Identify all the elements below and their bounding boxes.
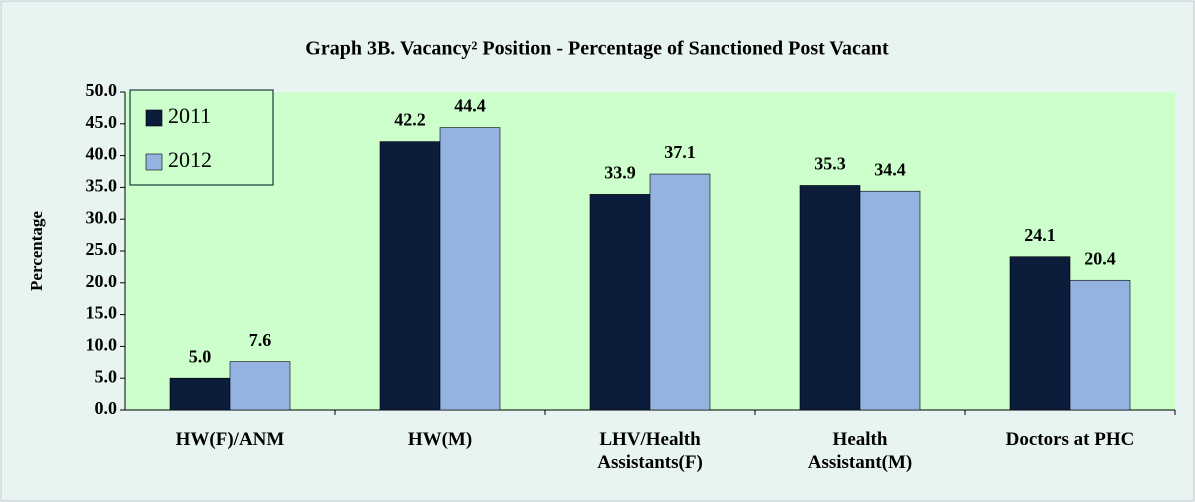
legend-swatch [145, 109, 163, 127]
bar [379, 141, 441, 411]
y-tick-label: 25.0 [86, 239, 118, 259]
legend-label: 2012 [168, 147, 212, 172]
bar [589, 194, 651, 411]
data-label: 44.4 [454, 96, 486, 116]
x-tick-label: Doctors at PHC [1005, 429, 1135, 450]
bar [229, 361, 291, 411]
y-tick-label: 10.0 [86, 335, 118, 355]
y-axis-label: Percentage [27, 211, 46, 291]
y-tick-label: 5.0 [95, 366, 118, 386]
bar [859, 190, 921, 411]
data-label: 34.4 [874, 159, 906, 179]
data-label: 42.2 [394, 110, 426, 130]
bar [439, 127, 501, 411]
chart-title: Graph 3B. Vacancy² Position - Percentage… [305, 38, 889, 60]
x-tick-label: HW(F)/ANM [175, 429, 285, 450]
legend-label: 2011 [168, 103, 211, 128]
bar [649, 173, 711, 411]
x-tick-label: LHV/Health Assistants(F) [597, 429, 703, 473]
y-tick-label: 45.0 [86, 112, 118, 132]
y-tick-label: 40.0 [86, 144, 118, 164]
x-tick-label: HW(M) [407, 429, 473, 450]
data-label: 37.1 [664, 142, 696, 162]
bar [799, 185, 861, 411]
y-tick-label: 15.0 [86, 303, 118, 323]
bar [1009, 256, 1071, 411]
data-label: 20.4 [1084, 248, 1116, 268]
data-label: 24.1 [1024, 225, 1056, 245]
data-label: 35.3 [814, 154, 846, 174]
y-tick-label: 35.0 [86, 176, 118, 196]
data-label: 7.6 [249, 330, 272, 350]
data-label: 5.0 [189, 346, 212, 366]
y-tick-label: 0.0 [95, 398, 118, 418]
data-label: 33.9 [604, 163, 636, 183]
bar [169, 377, 231, 411]
y-tick-label: 50.0 [86, 80, 118, 100]
legend-swatch [145, 153, 163, 171]
x-tick-label: Health Assistant(M) [807, 429, 913, 473]
y-tick-label: 20.0 [86, 271, 118, 291]
y-tick-label: 30.0 [86, 207, 118, 227]
bar [1069, 279, 1131, 411]
